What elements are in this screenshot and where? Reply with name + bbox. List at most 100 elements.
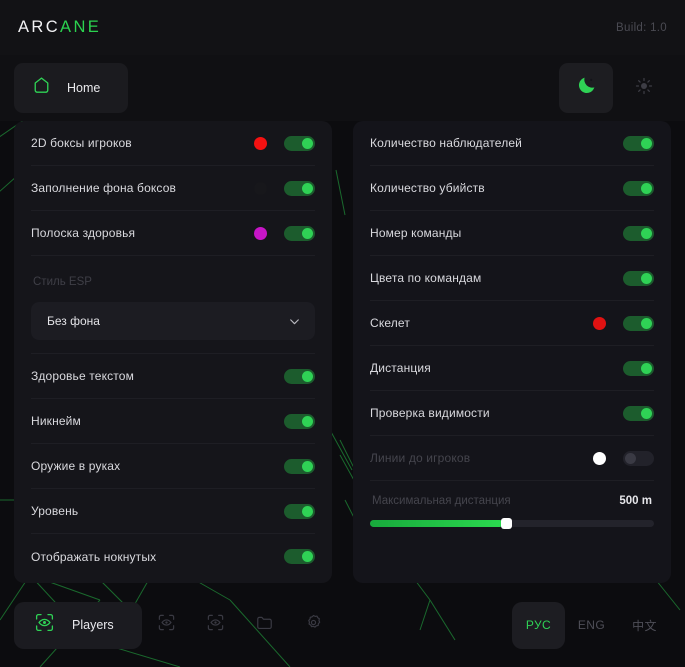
chevron-down-icon (288, 315, 300, 327)
esp-style-value: Без фона (47, 314, 100, 328)
setting-row-box-fill[interactable]: Заполнение фона боксов (31, 166, 315, 211)
toggle-switch[interactable] (623, 360, 654, 376)
nav-item-players-label: Players (72, 618, 114, 632)
toggle-switch[interactable] (284, 180, 315, 196)
setting-label: Количество наблюдателей (370, 136, 523, 150)
app-header: ARCANE Build: 1.0 (0, 0, 685, 55)
target-eye-icon (34, 612, 55, 638)
toggle-switch[interactable] (284, 225, 315, 241)
language-button-chinese[interactable]: 中文 (618, 602, 671, 649)
language-label: РУС (525, 618, 552, 632)
language-button-eng[interactable]: ENG (565, 602, 618, 649)
nav-item-aimbot[interactable] (142, 602, 191, 649)
tab-home[interactable]: Home (14, 63, 129, 113)
language-label: 中文 (632, 618, 657, 633)
toggle-switch[interactable] (284, 458, 315, 474)
theme-light-button[interactable] (617, 63, 671, 113)
setting-label: Номер команды (370, 226, 462, 240)
setting-row-health-bar[interactable]: Полоска здоровья (31, 211, 315, 256)
setting-row-team-number[interactable]: Номер команды (370, 211, 654, 256)
setting-label: Цвета по командам (370, 271, 482, 285)
build-version: Build: 1.0 (616, 21, 667, 34)
setting-label: Уровень (31, 504, 79, 518)
toggle-knob (641, 317, 652, 329)
toggle-switch[interactable] (284, 413, 315, 429)
toggle-knob (302, 370, 313, 382)
esp-style-select[interactable]: Без фона (31, 302, 315, 340)
toggle-switch[interactable] (623, 135, 654, 151)
max-distance-value: 500 m (619, 495, 652, 507)
setting-row-show-knocked[interactable]: Отображать нокнутых (31, 534, 315, 579)
max-distance-slider[interactable] (370, 518, 654, 529)
tab-home-label: Home (67, 81, 101, 95)
sun-icon (635, 77, 653, 100)
nav-item-players[interactable]: Players (14, 601, 142, 649)
footer-nav-group: Players (14, 601, 338, 649)
toggle-switch[interactable] (623, 270, 654, 286)
setting-row-weapon-in-hands[interactable]: Оружие в руках (31, 444, 315, 489)
setting-row-visibility-check[interactable]: Проверка видимости (370, 391, 654, 436)
toggle-switch[interactable] (623, 180, 654, 196)
setting-label: Линии до игроков (370, 451, 471, 465)
toggle-knob (302, 505, 313, 517)
toggle-knob (641, 407, 652, 419)
toggle-switch[interactable] (284, 503, 315, 519)
toggle-switch[interactable] (623, 315, 654, 331)
language-selector: РУС ENG 中文 (512, 601, 671, 649)
toggle-switch[interactable] (623, 405, 654, 421)
nav-item-settings[interactable] (289, 602, 338, 649)
gear-icon (304, 613, 323, 637)
nav-item-visuals[interactable] (191, 602, 240, 649)
language-button-rus[interactable]: РУС (512, 601, 565, 649)
setting-row-spectators-count[interactable]: Количество наблюдателей (370, 121, 654, 166)
setting-label: Здоровье текстом (31, 369, 135, 383)
setting-row-team-colors[interactable]: Цвета по командам (370, 256, 654, 301)
toggle-switch[interactable] (284, 135, 315, 151)
setting-label: Никнейм (31, 414, 81, 428)
slider-fill (370, 520, 504, 527)
color-swatch[interactable] (254, 226, 267, 240)
language-label: ENG (577, 618, 606, 632)
target-eye-icon (157, 613, 176, 637)
logo-text-primary: ARC (18, 18, 61, 36)
toggle-knob (302, 460, 313, 472)
theme-toggle-group (559, 63, 671, 113)
setting-row-health-text[interactable]: Здоровье текстом (31, 354, 315, 399)
toggle-switch[interactable] (623, 450, 654, 466)
toggle-knob (625, 452, 636, 464)
slider-thumb[interactable] (500, 518, 512, 529)
right-settings-panel: Количество наблюдателей Количество убийс… (353, 121, 671, 583)
setting-label: Отображать нокнутых (31, 549, 157, 564)
max-distance-label: Максимальная дистанция (372, 495, 511, 507)
setting-label: Дистанция (370, 361, 431, 375)
setting-row-2d-boxes[interactable]: 2D боксы игроков (31, 121, 315, 166)
setting-label: Оружие в руках (31, 459, 121, 473)
toggle-knob (641, 227, 652, 239)
color-swatch[interactable] (593, 451, 606, 465)
setting-label: Полоска здоровья (31, 226, 136, 240)
setting-label: Проверка видимости (370, 406, 490, 420)
setting-row-kills-count[interactable]: Количество убийств (370, 166, 654, 211)
toggle-knob (641, 362, 652, 374)
nav-item-configs[interactable] (240, 602, 289, 649)
setting-label: Скелет (370, 316, 410, 330)
toggle-knob (302, 227, 313, 239)
toggle-knob (641, 137, 652, 149)
color-swatch[interactable] (254, 181, 267, 195)
setting-row-nickname[interactable]: Никнейм (31, 399, 315, 444)
toggle-switch[interactable] (284, 368, 315, 384)
app-logo: ARCANE (18, 18, 101, 37)
color-swatch[interactable] (593, 316, 606, 330)
toggle-switch[interactable] (623, 225, 654, 241)
toggle-knob (302, 551, 313, 562)
toggle-switch[interactable] (284, 549, 315, 564)
color-swatch[interactable] (254, 136, 267, 150)
setting-row-level[interactable]: Уровень (31, 489, 315, 534)
setting-row-distance[interactable]: Дистанция (370, 346, 654, 391)
toggle-knob (641, 182, 652, 194)
esp-style-block: Стиль ESP Без фона (31, 256, 315, 354)
setting-row-skeleton[interactable]: Скелет (370, 301, 654, 346)
setting-row-snaplines[interactable]: Линии до игроков (370, 436, 654, 481)
theme-dark-button[interactable] (559, 63, 613, 113)
